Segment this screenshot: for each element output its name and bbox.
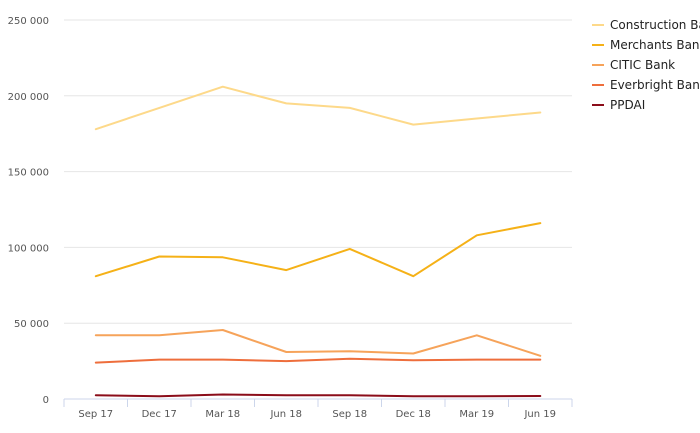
x-tick-label: Sep 18 bbox=[332, 409, 367, 420]
x-tick-label: Sep 17 bbox=[78, 409, 113, 420]
series-line-merchants-bank bbox=[94, 222, 542, 278]
legend-label: CITIC Bank bbox=[610, 58, 675, 72]
y-tick-label: 100 000 bbox=[8, 243, 49, 254]
series-line-everbright-bank bbox=[94, 357, 542, 364]
legend: Construction Bank Merchants Bank CITIC Ban… bbox=[592, 18, 700, 112]
legend-label: Merchants Bank bbox=[610, 38, 700, 52]
x-tick-label: Jun 19 bbox=[523, 409, 556, 420]
y-tick-label: 150 000 bbox=[8, 168, 49, 179]
y-tick-label: 50 000 bbox=[14, 319, 49, 330]
x-tick-label: Jun 18 bbox=[269, 409, 302, 420]
legend-item: PPDAI bbox=[592, 98, 645, 112]
x-tick-label: Mar 18 bbox=[205, 409, 240, 420]
x-tick-label: Mar 19 bbox=[459, 409, 494, 420]
y-tick-label: 250 000 bbox=[8, 16, 49, 27]
y-tick-label: 0 bbox=[43, 395, 49, 406]
legend-item: Everbright Bank bbox=[592, 78, 700, 92]
series-line-citic-bank bbox=[94, 329, 542, 357]
legend-item: Merchants Bank bbox=[592, 38, 700, 52]
series-line-construction-bank bbox=[94, 85, 542, 131]
series-lines bbox=[94, 85, 542, 398]
legend-label: PPDAI bbox=[610, 98, 645, 112]
series-line-ppdai bbox=[94, 393, 542, 398]
legend-item: CITIC Bank bbox=[592, 58, 675, 72]
legend-item: Construction Bank bbox=[592, 18, 700, 32]
gridlines bbox=[64, 19, 572, 324]
y-tick-label: 200 000 bbox=[8, 92, 49, 103]
x-tick-label: Dec 18 bbox=[396, 409, 431, 420]
axes: 0 50 000 100 000 150 000 200 000 250 000 Sep 1… bbox=[8, 16, 573, 420]
legend-label: Construction Bank bbox=[610, 18, 700, 32]
x-tick-label: Dec 17 bbox=[142, 409, 177, 420]
legend-label: Everbright Bank bbox=[610, 78, 700, 92]
